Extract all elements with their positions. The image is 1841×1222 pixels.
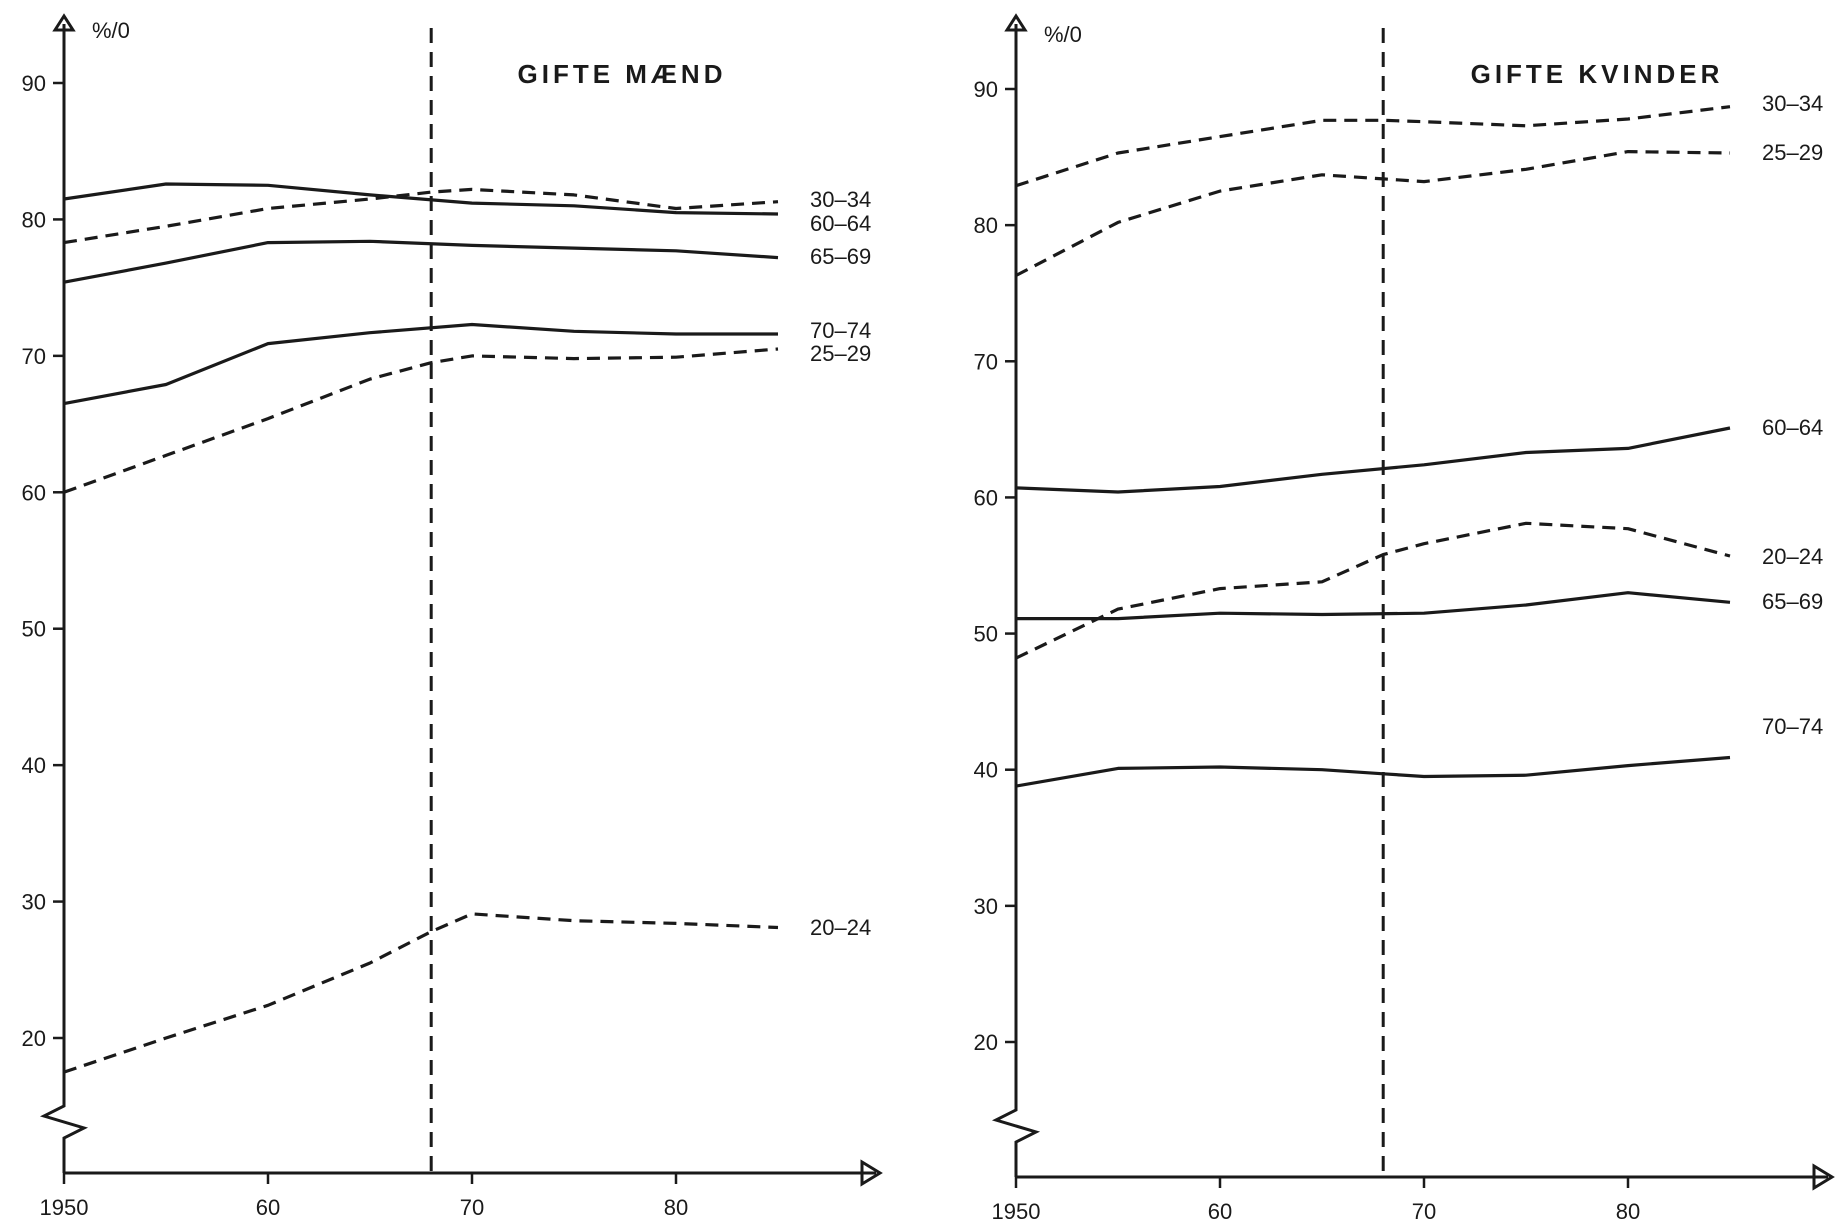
y-tick-label: 30 [22,890,46,915]
y-tick-label: 40 [22,753,46,778]
series-label-65-69: 65–69 [1762,589,1823,614]
series-line-70-74 [1015,755,1731,788]
y-axis-arrow-icon [52,13,76,32]
series-line-30-34 [63,187,779,245]
y-tick-label: 80 [22,207,46,232]
y-tick-label: 20 [974,1030,998,1055]
series-line-60-64 [63,182,779,216]
series-label-60-64: 60–64 [1762,415,1823,440]
y-tick-label: 50 [22,617,46,642]
series-label-20-24: 20–24 [1762,544,1823,569]
unit-label: %/0 [1044,22,1082,47]
x-tick-label: 70 [460,1195,484,1220]
y-axis-arrow-icon [1004,13,1028,32]
series-label-30-34: 30–34 [810,187,871,212]
series-line-25-29 [1015,150,1731,277]
y-tick-label: 30 [974,894,998,919]
x-axis-arrow-icon [1812,1163,1835,1191]
series-line-65-69 [1016,591,1731,621]
chart-title: GIFTE MÆND [518,59,727,89]
series-label-70-74: 70–74 [810,318,871,343]
y-tick-label: 50 [974,622,998,647]
chart-title: GIFTE KVINDER [1471,59,1724,89]
series-label-25-29: 25–29 [1762,140,1823,165]
series-label-25-29: 25–29 [810,341,871,366]
series-line-70-74 [63,322,778,406]
series-label-70-74: 70–74 [1762,714,1823,739]
series-label-30-34: 30–34 [1762,91,1823,116]
panel-married-women: %/0 GIFTE KVINDER 20 30 40 50 60 70 80 90 1950 60 70… [974,13,1835,1222]
x-tick-label: 60 [1208,1199,1232,1222]
series-line-30-34 [1015,105,1731,188]
series-label-65-69: 65–69 [810,244,871,269]
x-tick-label: 1950 [992,1199,1041,1222]
series-label-20-24: 20–24 [810,915,871,940]
series-line-20-24 [63,912,779,1074]
y-tick-label: 40 [974,758,998,783]
unit-label: %/0 [92,18,130,43]
y-tick-label: 60 [22,480,46,505]
y-axis [39,24,89,1173]
x-axis-arrow-icon [860,1159,883,1187]
y-tick-label: 70 [22,344,46,369]
series-line-60-64 [1015,426,1731,494]
x-tick-label: 60 [256,1195,280,1220]
y-tick-label: 20 [22,1026,46,1051]
series-line-65-69 [63,239,779,284]
y-tick-label: 90 [22,71,46,96]
panel-married-men: %/0 GIFTE MÆND 20 30 40 50 60 70 80 90 1950 60 70 80 3… [22,13,883,1220]
y-tick-label: 90 [974,77,998,102]
y-tick-label: 60 [974,485,998,510]
series-line-20-24 [1015,521,1731,660]
y-tick-label: 80 [974,213,998,238]
y-axis [991,24,1041,1177]
x-tick-label: 1950 [40,1195,89,1220]
y-tick-label: 70 [974,349,998,374]
x-tick-label: 80 [664,1195,688,1220]
series-label-60-64: 60–64 [810,211,871,236]
x-tick-label: 80 [1616,1199,1640,1222]
series-line-25-29 [63,347,779,494]
x-tick-label: 70 [1412,1199,1436,1222]
